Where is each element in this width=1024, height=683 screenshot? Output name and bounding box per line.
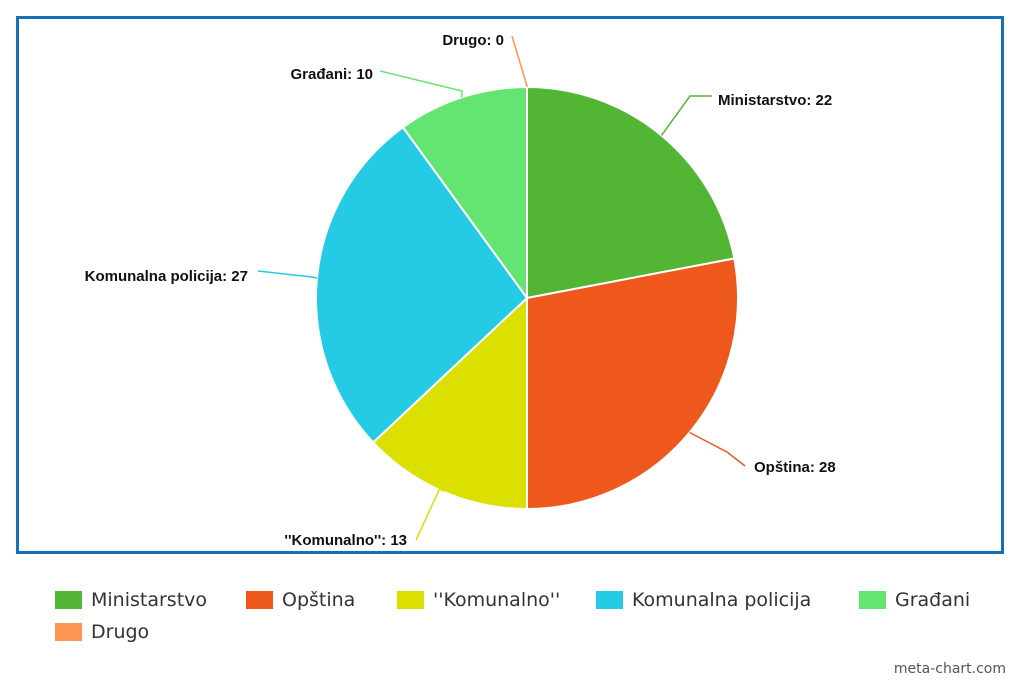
legend-swatch xyxy=(859,591,886,609)
connector-line-3 xyxy=(257,270,318,279)
legend-item-ministarstvo[interactable]: Ministarstvo xyxy=(55,588,207,612)
legend-label: Drugo xyxy=(91,621,150,643)
slice-label-5: Drugo: 0 xyxy=(442,32,504,49)
legend-swatch xyxy=(596,591,623,609)
connector-line-1 xyxy=(689,431,746,467)
slice-label-4: Građani: 10 xyxy=(290,66,373,83)
connector-line-5 xyxy=(511,35,528,87)
legend-label: Komunalna policija xyxy=(632,589,812,611)
pie-slice-0[interactable] xyxy=(526,85,736,300)
pie-slice-4[interactable] xyxy=(401,85,528,302)
legend-item-drugo[interactable]: Drugo xyxy=(55,620,149,644)
slice-label-3: Komunalna policija: 27 xyxy=(85,268,248,285)
legend-label: Ministarstvo xyxy=(91,589,208,611)
legend-item-komunalno[interactable]: ''Komunalno'' xyxy=(397,588,560,612)
connector-line-2 xyxy=(415,486,444,541)
legend-swatch xyxy=(246,591,273,609)
legend-item-opstina[interactable]: Opština xyxy=(246,588,355,612)
legend-swatch xyxy=(55,623,82,641)
legend-label: ''Komunalno'' xyxy=(433,589,561,611)
slice-label-1: Opština: 28 xyxy=(754,459,836,476)
connector-line-0 xyxy=(660,95,712,136)
pie-slice-1[interactable] xyxy=(526,257,739,511)
legend-item-komunalna-policija[interactable]: Komunalna policija xyxy=(596,588,811,612)
slice-label-2: ''Komunalno'': 13 xyxy=(284,532,407,549)
slice-label-0: Ministarstvo: 22 xyxy=(718,92,832,109)
pie-chart: Ministarstvo: 22 Opština: 28 ''Komunalno''… xyxy=(85,32,836,549)
legend-label: Opština xyxy=(282,589,356,611)
credit-text[interactable]: meta-chart.com xyxy=(893,661,1006,677)
legend-label: Građani xyxy=(895,589,971,611)
legend-item-gradani[interactable]: Građani xyxy=(859,588,970,612)
legend-swatch xyxy=(55,591,82,609)
connector-line-4 xyxy=(379,70,463,98)
legend-swatch xyxy=(397,591,424,609)
